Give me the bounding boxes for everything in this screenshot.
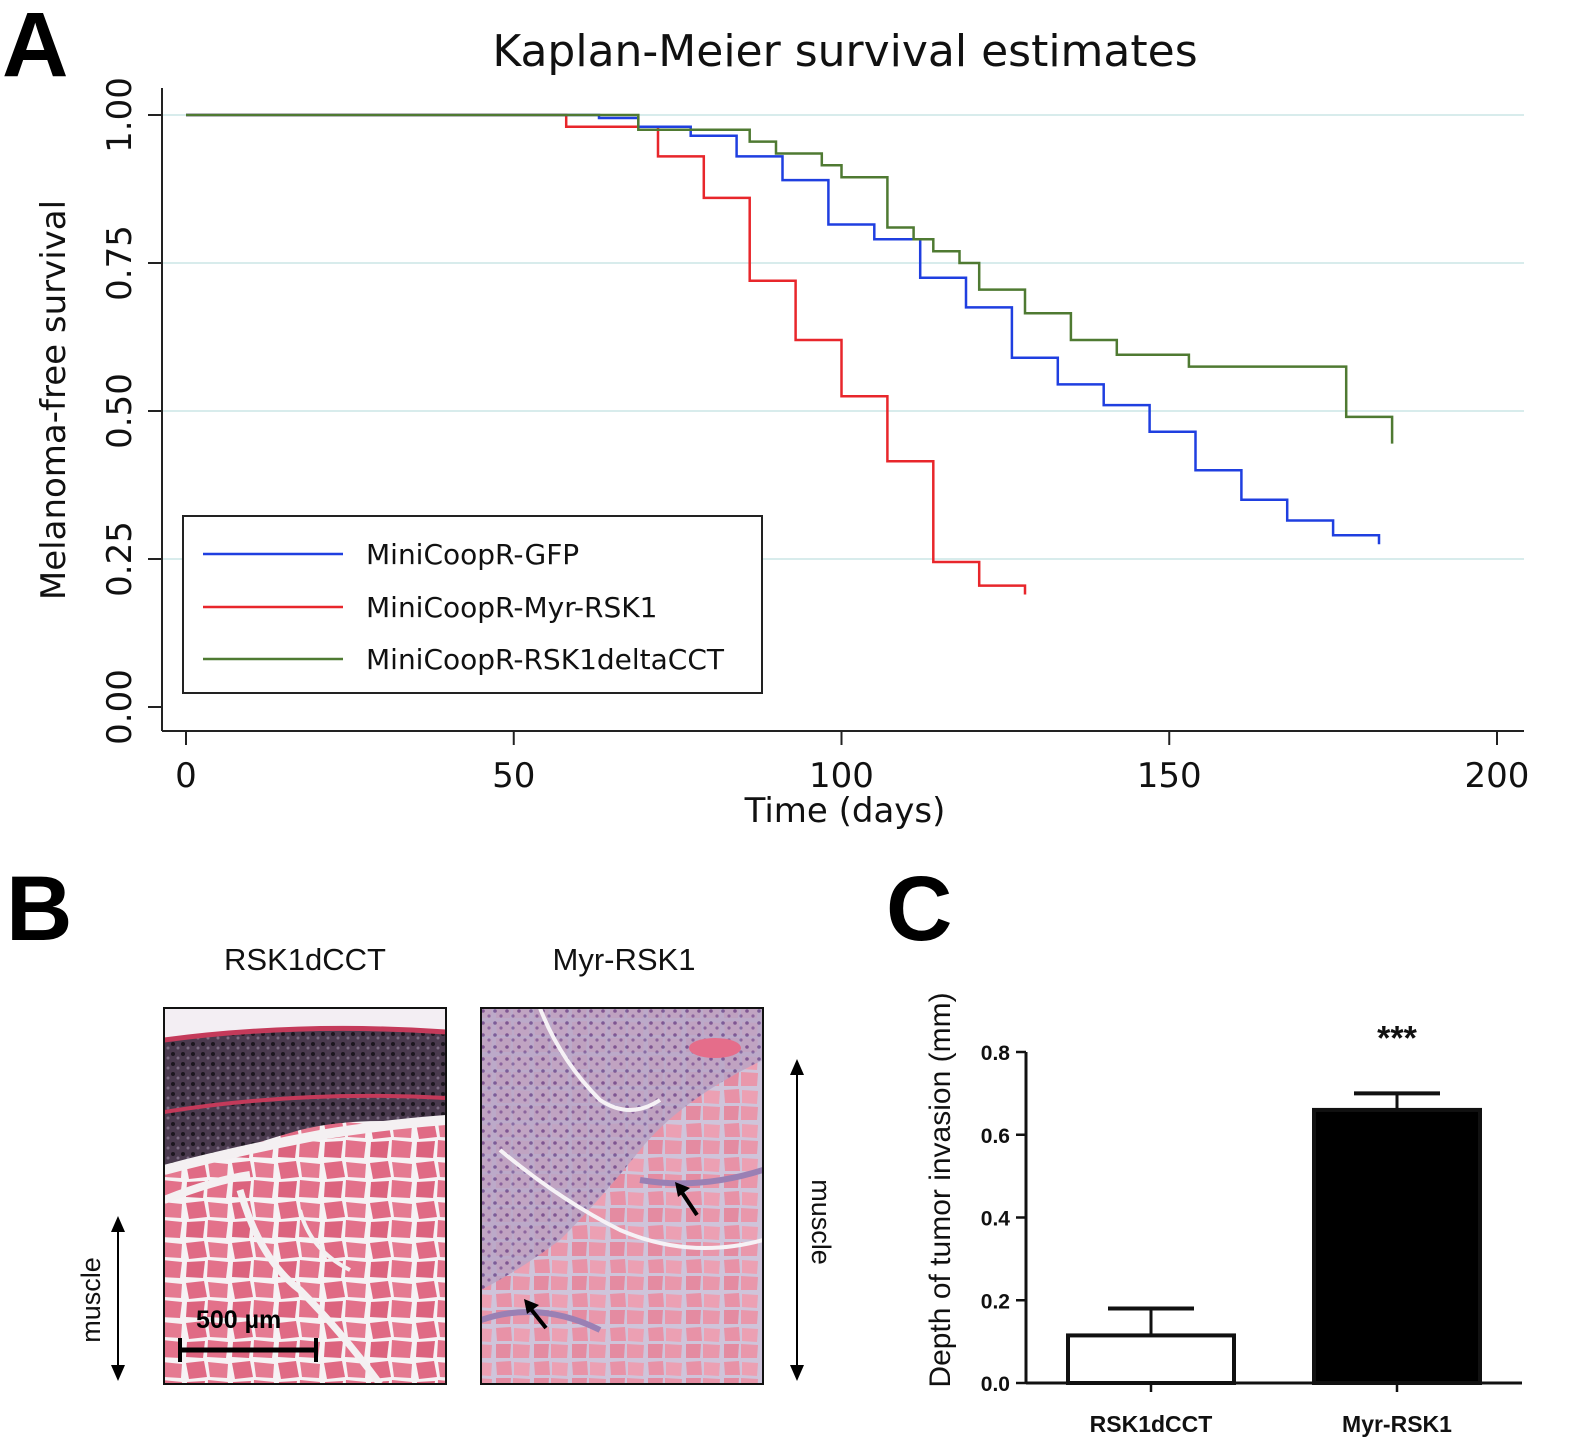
km-x-tick-label: 200 — [1465, 756, 1530, 796]
legend-label-gfp: MiniCoopR-GFP — [366, 538, 579, 571]
bar-y-tick-label: 0.0 — [981, 1373, 1010, 1396]
invasion-arrow-lower — [528, 1306, 548, 1330]
muscle-label-left: muscle — [76, 1257, 106, 1343]
micrograph-myr-rsk1 — [481, 1008, 763, 1384]
km-x-tick-label: 0 — [175, 756, 197, 796]
panel-letter-a: A — [2, 0, 68, 96]
micrograph-myr-rsk1-frame — [480, 1007, 764, 1385]
bar-category-label: RSK1dCCT — [1090, 1411, 1213, 1437]
bar-y-tick-label: 0.8 — [981, 1042, 1011, 1065]
histology-right-title: Myr-RSK1 — [553, 942, 696, 977]
km-y-ticks: 0.00 0.25 0.50 0.75 1.00 — [100, 77, 162, 745]
km-y-tick-label: 0.25 — [100, 521, 140, 597]
bar-y-axis-title: Depth of tumor invasion (mm) — [924, 992, 957, 1387]
km-title: Kaplan-Meier survival estimates — [492, 26, 1197, 77]
km-series-minicoopr-myr-rsk1 — [186, 113, 1027, 595]
histology-left-title: RSK1dCCT — [224, 942, 386, 977]
km-x-tick-label: 50 — [492, 756, 535, 796]
bar-rsk1dcct — [1066, 1333, 1236, 1385]
km-x-tick-label: 150 — [1137, 756, 1202, 796]
legend-label-myr-rsk1: MiniCoopR-Myr-RSK1 — [366, 591, 657, 624]
histology-panel: RSK1dCCT Myr-RSK1 500 µm muscle — [76, 942, 836, 1385]
invasion-arrow-upper — [679, 1189, 699, 1217]
bar-marks: RSK1dCCT Myr-RSK1 *** — [1066, 1019, 1482, 1437]
bar-category-label: Myr-RSK1 — [1342, 1411, 1452, 1437]
bar-y-ticks: 0.0 0.2 0.4 0.6 0.8 — [981, 1042, 1026, 1396]
micrograph-rsk1dcct — [164, 1008, 446, 1384]
significance-annotation: *** — [1377, 1019, 1417, 1057]
km-series-lines — [186, 113, 1394, 595]
micrograph-rsk1dcct-frame — [163, 1007, 447, 1385]
bar-y-tick-label: 0.2 — [981, 1290, 1010, 1313]
km-y-tick-label: 0.50 — [100, 373, 140, 449]
km-y-tick-label: 0.75 — [100, 225, 140, 301]
bar-y-tick-label: 0.6 — [981, 1125, 1010, 1148]
bar-myr-rsk1 — [1312, 1107, 1482, 1386]
km-y-tick-label: 1.00 — [100, 77, 140, 153]
invasion-bar-chart: Depth of tumor invasion (mm) 0.00.20.40.… — [924, 992, 1522, 1437]
km-legend-box — [182, 515, 763, 694]
bar-y-tick-label: 0.4 — [981, 1208, 1011, 1231]
km-series-minicoopr-rsk1deltacct — [186, 113, 1394, 444]
panel-letter-c: C — [886, 858, 952, 960]
km-y-axis-title: Melanoma-free survival — [34, 200, 74, 600]
km-x-ticks: 0 50 100 150 200 — [175, 731, 1529, 796]
panel-letter-b: B — [6, 858, 72, 960]
km-legend: MiniCoopR-GFP MiniCoopR-Myr-RSK1 MiniCoo… — [182, 515, 763, 694]
legend-label-rsk1deltacct: MiniCoopR-RSK1deltaCCT — [366, 643, 725, 676]
muscle-label-right: muscle — [806, 1179, 836, 1265]
km-series-minicoopr-gfp — [186, 113, 1381, 545]
km-grid — [163, 114, 1524, 560]
km-x-tick-label: 100 — [809, 756, 874, 796]
km-y-tick-label: 0.00 — [100, 669, 140, 745]
km-chart: Kaplan-Meier survival estimates 0.00 0.25… — [34, 26, 1529, 831]
scale-bar-label: 500 µm — [196, 1306, 281, 1334]
km-x-axis-title: Time (days) — [744, 791, 946, 831]
